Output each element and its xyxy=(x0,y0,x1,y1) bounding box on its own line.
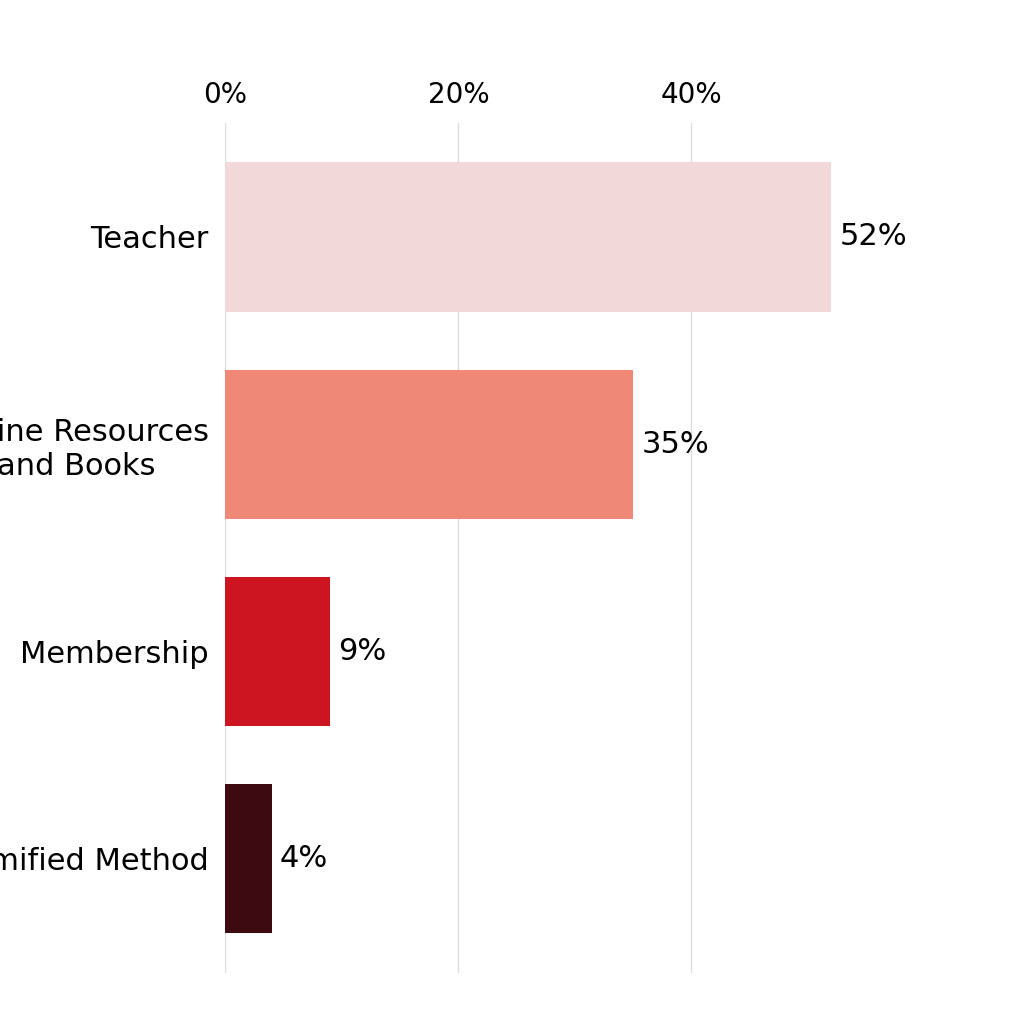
Text: 9%: 9% xyxy=(338,637,386,666)
Bar xyxy=(225,577,330,726)
Text: 4%: 4% xyxy=(280,844,329,873)
Bar xyxy=(225,162,831,311)
Bar xyxy=(225,784,272,934)
Text: 52%: 52% xyxy=(840,222,907,252)
Text: 35%: 35% xyxy=(641,430,709,459)
Bar xyxy=(225,370,633,519)
